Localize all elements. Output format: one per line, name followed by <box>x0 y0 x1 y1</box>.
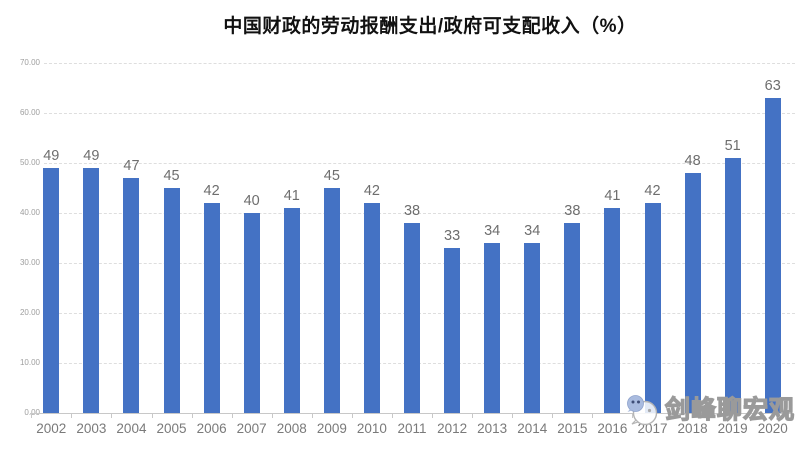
x-axis-tick <box>432 414 434 418</box>
bar-2002 <box>43 168 60 413</box>
bar-2006 <box>203 203 220 413</box>
wechat-icon <box>622 393 662 427</box>
x-axis-label-2012: 2012 <box>437 421 468 436</box>
bar-2018 <box>684 173 701 413</box>
bar-2003 <box>83 168 100 413</box>
bar-2008 <box>283 208 300 413</box>
bar-2011 <box>404 223 421 413</box>
y-axis-tick-label: 0.00 <box>24 408 40 417</box>
x-axis-tick <box>752 414 754 418</box>
bar-value-label-2003: 49 <box>83 148 100 164</box>
x-axis-tick <box>111 414 113 418</box>
x-axis-label-2009: 2009 <box>316 421 347 436</box>
x-axis-tick <box>151 414 153 418</box>
bar-2010 <box>363 203 380 413</box>
bar-value-label-2009: 45 <box>323 168 340 184</box>
x-axis-label-2007: 2007 <box>236 421 267 436</box>
x-axis-tick <box>672 414 674 418</box>
bar-2014 <box>524 243 541 413</box>
x-axis-label-2020: 2020 <box>757 421 788 436</box>
bar-value-label-2016: 41 <box>604 188 621 204</box>
bar-value-label-2013: 34 <box>484 223 501 239</box>
x-axis-label-2014: 2014 <box>517 421 548 436</box>
y-axis-tick-label: 30.00 <box>19 258 40 267</box>
x-axis-label-2011: 2011 <box>397 421 427 436</box>
bar-value-label-2005: 45 <box>163 168 180 184</box>
y-axis-tick-label: 60.00 <box>19 108 40 117</box>
bar-value-label-2008: 41 <box>283 188 300 204</box>
watermark-text: 剑峰聊宏观 <box>664 395 796 424</box>
x-axis-label-2016: 2016 <box>597 421 628 436</box>
y-axis-tick-label: 10.00 <box>19 358 40 367</box>
x-axis-label-2002: 2002 <box>36 421 67 436</box>
watermark: 剑峰聊宏观 <box>622 393 795 427</box>
bar-value-label-2006: 42 <box>203 183 220 199</box>
x-axis-label-2015: 2015 <box>557 421 588 436</box>
x-axis-label-2008: 2008 <box>276 421 307 436</box>
x-axis-label-2003: 2003 <box>76 421 107 436</box>
bar-value-label-2012: 33 <box>444 228 461 244</box>
x-axis-tick <box>592 414 594 418</box>
bar-value-label-2020: 63 <box>764 78 781 94</box>
bar-2012 <box>444 248 461 413</box>
x-axis-label-2019: 2019 <box>717 421 748 436</box>
bar-value-label-2010: 42 <box>363 183 380 199</box>
bar-value-label-2015: 38 <box>564 203 581 219</box>
x-axis-tick <box>632 414 634 418</box>
x-axis-tick <box>472 414 474 418</box>
bar-value-label-2017: 42 <box>644 183 661 199</box>
x-axis-tick <box>31 414 33 418</box>
bar-value-label-2007: 40 <box>243 193 260 209</box>
x-axis-label-2010: 2010 <box>356 421 387 436</box>
x-axis-tick <box>351 414 353 418</box>
chart-title: 中国财政的劳动报酬支出/政府可支配收入（%） <box>223 16 637 37</box>
x-axis-label-2013: 2013 <box>477 421 508 436</box>
x-axis-tick <box>512 414 514 418</box>
gridline-40 <box>44 213 795 214</box>
bar-value-label-2004: 47 <box>123 158 140 174</box>
x-axis-tick <box>552 414 554 418</box>
bar-2017 <box>644 203 661 413</box>
bar-2016 <box>604 208 621 413</box>
bar-2005 <box>163 188 180 413</box>
x-axis-tick <box>792 414 794 418</box>
y-axis-tick-label: 50.00 <box>19 158 40 167</box>
bar-2019 <box>724 158 741 413</box>
y-axis-tick-label: 40.00 <box>19 208 40 217</box>
bar-value-label-2002: 49 <box>43 148 60 164</box>
x-axis-label-2018: 2018 <box>677 421 708 436</box>
x-axis-tick <box>391 414 393 418</box>
gridline-60 <box>44 113 795 114</box>
y-axis-tick-label: 70.00 <box>19 58 40 67</box>
bar-2020 <box>764 98 781 413</box>
x-axis-label-2004: 2004 <box>116 421 147 436</box>
x-axis-tick <box>311 414 313 418</box>
bar-2009 <box>323 188 340 413</box>
x-axis-tick <box>231 414 233 418</box>
x-axis-tick <box>712 414 714 418</box>
bar-2007 <box>243 213 260 413</box>
bar-2015 <box>564 223 581 413</box>
bar-value-label-2018: 48 <box>684 153 701 169</box>
gridline-70 <box>44 63 795 64</box>
x-axis-label-2005: 2005 <box>156 421 187 436</box>
bar-2004 <box>123 178 140 413</box>
x-axis-tick <box>71 414 73 418</box>
bar-value-label-2019: 51 <box>724 138 741 154</box>
bar-2013 <box>484 243 501 413</box>
x-axis-line <box>30 413 794 414</box>
bar-value-label-2014: 34 <box>524 223 541 239</box>
bar-value-label-2011: 38 <box>403 203 421 219</box>
y-axis-tick-label: 20.00 <box>19 308 40 317</box>
gridline-50 <box>44 163 795 164</box>
x-axis-tick <box>271 414 273 418</box>
x-axis-tick <box>191 414 193 418</box>
x-axis-label-2006: 2006 <box>196 421 227 436</box>
